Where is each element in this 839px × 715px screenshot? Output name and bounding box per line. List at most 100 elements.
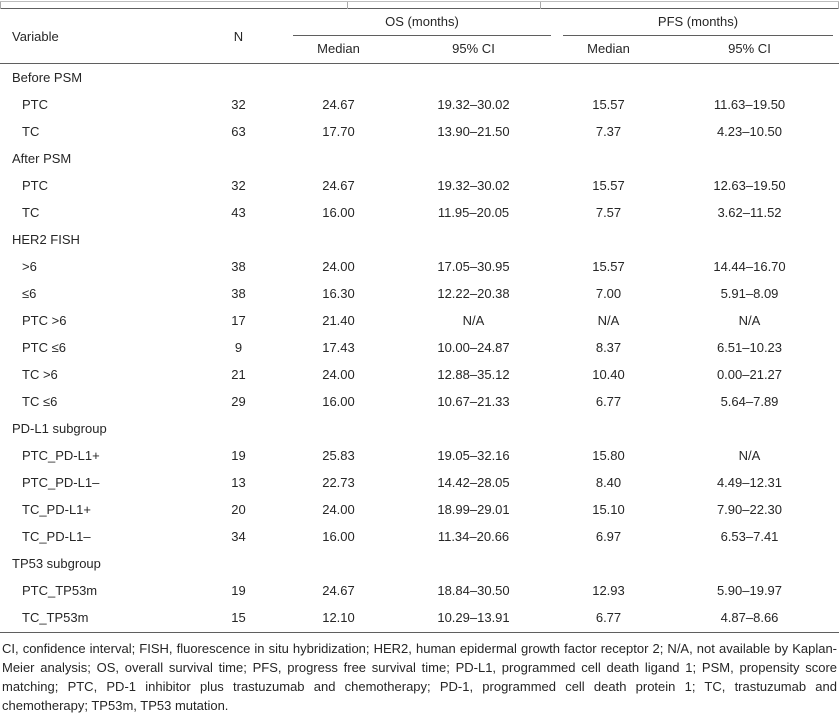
cell-os-median: 16.00 [322, 394, 355, 409]
cell-os-median: 24.00 [322, 367, 355, 382]
header-pfs-group: PFS (months) [557, 9, 839, 36]
cell-variable: TC_PD-L1+ [22, 502, 91, 517]
cell-os-median: 24.00 [322, 502, 355, 517]
cell-os-ci: 11.34–20.66 [437, 529, 510, 544]
cell-n: 13 [231, 475, 246, 490]
cell-os-ci: 19.32–30.02 [437, 97, 510, 112]
cell-os-ci: 14.42–28.05 [437, 475, 510, 490]
table-row: PTC_PD-L1+ 19 25.83 19.05–32.16 15.80 N/A [0, 442, 839, 469]
cell-os-median: 25.83 [322, 448, 355, 463]
cell-n: 29 [231, 394, 246, 409]
section-label: PD-L1 subgroup [12, 421, 107, 436]
cell-pfs-ci: 5.91–8.09 [720, 286, 779, 301]
section-label: Before PSM [12, 70, 83, 85]
cell-pfs-median: 8.40 [595, 475, 622, 490]
cell-variable: PTC >6 [22, 313, 67, 328]
header-os-ci: 95% CI [390, 36, 557, 64]
cell-n: 19 [231, 583, 246, 598]
cell-pfs-median: 15.57 [592, 259, 625, 274]
table-row: PTC >6 17 21.40 N/A N/A N/A [0, 307, 839, 334]
cell-n: 34 [231, 529, 246, 544]
cell-variable: ≤6 [22, 286, 37, 301]
table-row: ≤6 38 16.30 12.22–20.38 7.00 5.91–8.09 [0, 280, 839, 307]
cell-pfs-median: 15.57 [592, 97, 625, 112]
cell-os-ci: 12.88–35.12 [437, 367, 510, 382]
cell-os-median: 17.70 [322, 124, 355, 139]
cell-n: 38 [231, 286, 246, 301]
cell-variable: PTC [22, 178, 48, 193]
table-row: PTC_PD-L1– 13 22.73 14.42–28.05 8.40 4.49–12.… [0, 469, 839, 496]
cell-variable: TC_PD-L1– [22, 529, 91, 544]
cell-variable: TC ≤6 [22, 394, 58, 409]
cell-variable: TC >6 [22, 367, 58, 382]
cell-os-ci: 10.67–21.33 [437, 394, 510, 409]
cell-pfs-ci: 3.62–11.52 [717, 205, 782, 220]
border-tick [347, 2, 348, 9]
table-row: PTC 32 24.67 19.32–30.02 15.57 11.63–19.50 [0, 91, 839, 118]
cell-os-median: 24.00 [322, 259, 355, 274]
cell-pfs-ci: 6.53–7.41 [720, 529, 779, 544]
cell-os-ci: 13.90–21.50 [437, 124, 510, 139]
cell-os-ci: 18.84–30.50 [437, 583, 510, 598]
table-row: PTC ≤6 9 17.43 10.00–24.87 8.37 6.51–10.23 [0, 334, 839, 361]
cell-os-median: 24.67 [322, 583, 355, 598]
header-pfs-median: Median [557, 36, 660, 64]
header-variable: Variable [0, 8, 190, 64]
cell-os-median: 24.67 [322, 97, 355, 112]
cell-n: 38 [231, 259, 246, 274]
cell-os-ci: 10.29–13.91 [437, 610, 510, 625]
cell-pfs-median: 6.97 [595, 529, 622, 544]
table-body: Before PSM PTC 32 24.67 19.32–30.02 15.57 11.6… [0, 64, 839, 632]
cell-os-median: 16.00 [322, 205, 355, 220]
cell-n: 32 [231, 178, 246, 193]
header-sub-row: Median 95% CI Median 95% CI [0, 36, 839, 64]
border-tick [540, 2, 541, 9]
cell-variable: TC_TP53m [22, 610, 89, 625]
section-row: PD-L1 subgroup [0, 415, 839, 442]
header-n: N [190, 8, 287, 64]
cell-os-ci: 18.99–29.01 [437, 502, 510, 517]
section-label: TP53 subgroup [12, 556, 101, 571]
survival-outcomes-table: Variable N OS (months) PFS (months) Medi… [0, 8, 839, 631]
cell-pfs-ci: 4.49–12.31 [716, 475, 783, 490]
table-row: TC >6 21 24.00 12.88–35.12 10.40 0.00–21.27 [0, 361, 839, 388]
pfs-group-label: PFS (months) [563, 9, 833, 36]
table-top-border [0, 1, 839, 9]
section-row: HER2 FISH [0, 226, 839, 253]
cell-os-median: 12.10 [322, 610, 355, 625]
cell-pfs-ci: 7.90–22.30 [716, 502, 783, 517]
cell-pfs-median: 10.40 [592, 367, 625, 382]
cell-pfs-ci: 12.63–19.50 [713, 178, 786, 193]
cell-pfs-median: 7.00 [595, 286, 622, 301]
cell-os-median: 22.73 [322, 475, 355, 490]
cell-variable: PTC_PD-L1– [22, 475, 100, 490]
cell-os-ci: 11.95–20.05 [437, 205, 510, 220]
cell-n: 17 [231, 313, 246, 328]
cell-os-ci: 12.22–20.38 [437, 286, 510, 301]
cell-n: 20 [231, 502, 246, 517]
cell-pfs-ci: 4.23–10.50 [716, 124, 783, 139]
cell-variable: PTC [22, 97, 48, 112]
table-row: TC_PD-L1+ 20 24.00 18.99–29.01 15.10 7.90–22.… [0, 496, 839, 523]
cell-os-ci: 17.05–30.95 [437, 259, 510, 274]
table-row: TC 43 16.00 11.95–20.05 7.57 3.62–11.52 [0, 199, 839, 226]
table-row: TC_TP53m 15 12.10 10.29–13.91 6.77 4.87–8.66 [0, 604, 839, 631]
cell-n: 9 [234, 340, 243, 355]
cell-n: 43 [231, 205, 246, 220]
os-group-label: OS (months) [293, 9, 551, 36]
cell-variable: TC [22, 205, 40, 220]
table-row: TC_PD-L1– 34 16.00 11.34–20.66 6.97 6.53–7.41 [0, 523, 839, 550]
cell-os-median: 16.00 [322, 529, 355, 544]
cell-os-median: 16.30 [322, 286, 355, 301]
table-footnote: CI, confidence interval; FISH, fluoresce… [0, 632, 839, 715]
section-row: After PSM [0, 145, 839, 172]
cell-pfs-ci: 11.63–19.50 [713, 97, 786, 112]
table-row: TC 63 17.70 13.90–21.50 7.37 4.23–10.50 [0, 118, 839, 145]
cell-pfs-ci: 14.44–16.70 [713, 259, 786, 274]
cell-pfs-ci: 0.00–21.27 [716, 367, 783, 382]
table-row: TC ≤6 29 16.00 10.67–21.33 6.77 5.64–7.89 [0, 388, 839, 415]
cell-os-ci: N/A [462, 313, 485, 328]
table-row: PTC_TP53m 19 24.67 18.84–30.50 12.93 5.90–19.… [0, 577, 839, 604]
cell-pfs-median: 6.77 [595, 610, 622, 625]
